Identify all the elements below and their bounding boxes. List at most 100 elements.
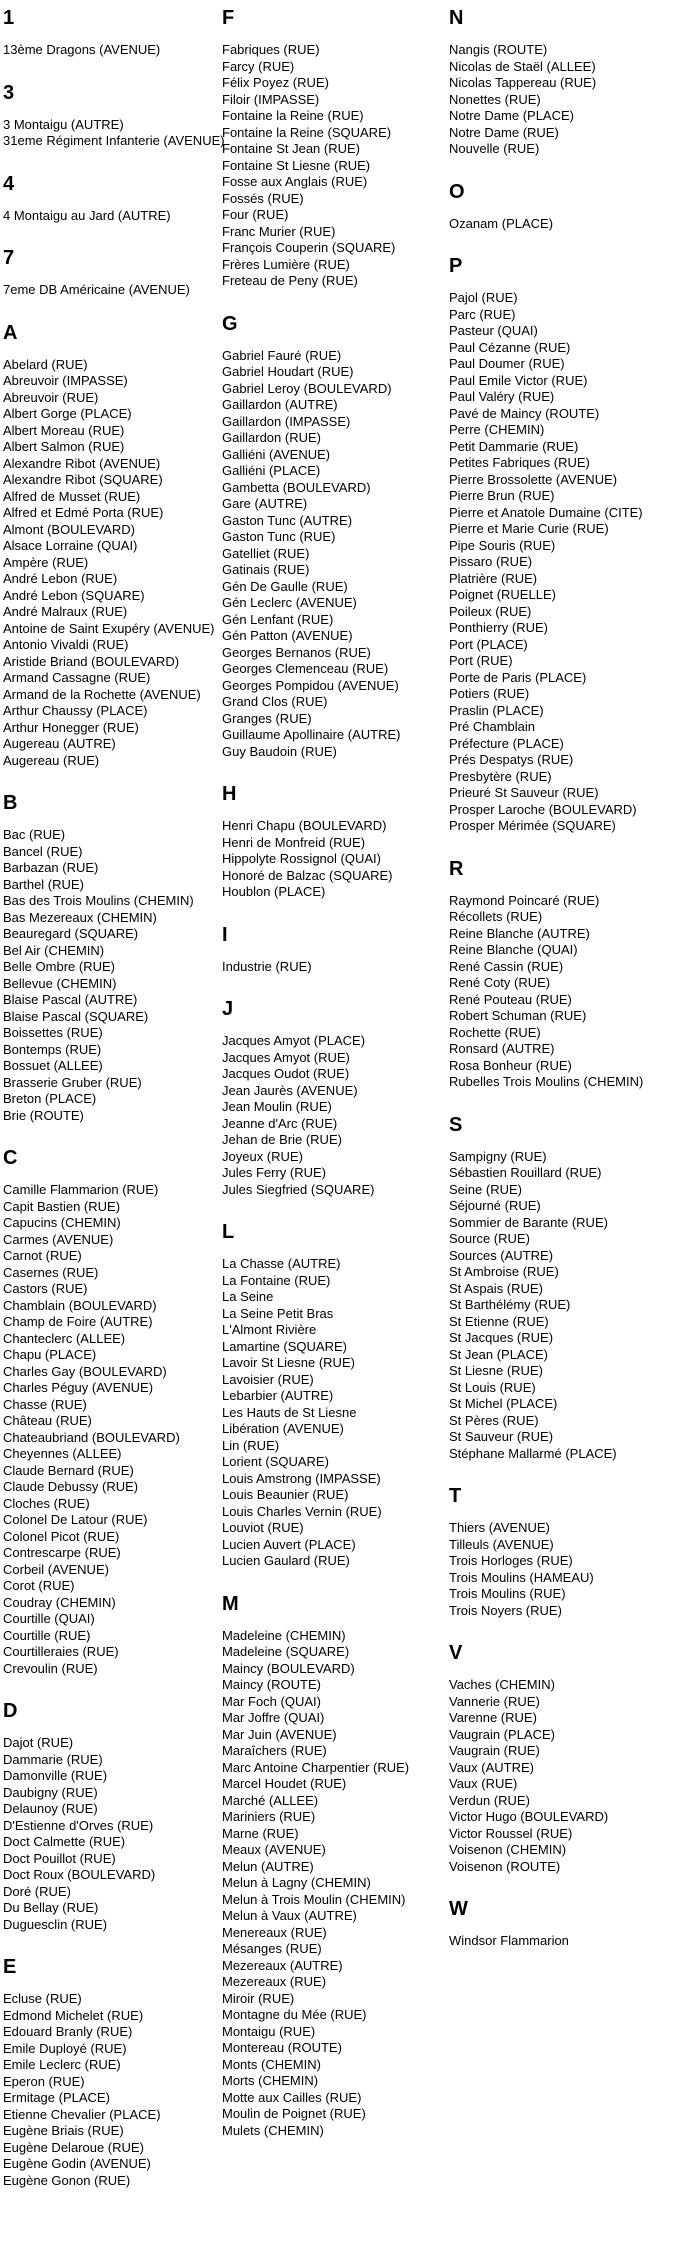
street-entry: Gaillardon (AUTRE) <box>222 397 338 412</box>
street-entry: Rosa Bonheur (RUE) <box>449 1057 572 1073</box>
street-entry: Bac (RUE) <box>3 827 66 842</box>
entry-list: Gabriel Fauré (RUE) Gabriel Houdart (RUE… <box>222 348 409 761</box>
letter-section: L La Chasse (AUTRE) La Fontaine (RUE) La… <box>222 1222 409 1570</box>
street-entry: Nouvelle (RUE) <box>449 141 540 156</box>
street-entry: Champ de Foire (AUTRE) <box>3 1314 153 1329</box>
letter-heading: T <box>449 1485 462 1507</box>
street-entry: Maraîchers (RUE) <box>222 1743 327 1758</box>
street-entry: Prosper Laroche (BOULEVARD) <box>449 801 637 817</box>
street-entry: Pajol (RUE) <box>449 290 518 305</box>
street-entry: Abelard (RUE) <box>3 356 88 372</box>
street-entry: Sources (AUTRE) <box>449 1247 554 1263</box>
street-entry: Port (RUE) <box>449 653 513 668</box>
index-column-1: 1 13ème Dragons (AVENUE) 3 3 Montaigu (A… <box>3 0 225 2189</box>
street-entry: Verdun (RUE) <box>449 1792 530 1808</box>
street-entry: Mar Juin (AVENUE) <box>222 1726 337 1742</box>
street-entry: Grand Clos (RUE) <box>222 694 328 709</box>
street-entry: Augereau (RUE) <box>3 752 100 768</box>
street-entry: Tilleuls (AVENUE) <box>449 1536 554 1552</box>
street-entry: Trois Noyers (RUE) <box>449 1602 562 1618</box>
street-entry: Alexandre Ribot (AVENUE) <box>3 455 161 471</box>
letter-heading: 3 <box>3 81 15 104</box>
street-entry: Chasse (RUE) <box>3 1396 87 1412</box>
street-entry: Fabriques (RUE) <box>222 42 320 57</box>
street-entry: Séjourné (RUE) <box>449 1198 541 1213</box>
street-entry: Courtille (QUAI) <box>3 1611 95 1626</box>
street-entry: Houblon (PLACE) <box>222 884 326 899</box>
street-entry: Pierre et Anatole Dumaine (CITE) <box>449 504 643 520</box>
street-entry: Mariniers (RUE) <box>222 1809 316 1824</box>
street-entry: Casernes (RUE) <box>3 1264 99 1280</box>
street-entry: Voisenon (CHEMIN) <box>449 1842 567 1857</box>
letter-heading: V <box>449 1642 463 1664</box>
street-entry: Alexandre Ribot (SQUARE) <box>3 472 163 487</box>
street-entry: Claude Debussy (RUE) <box>3 1479 139 1494</box>
street-entry: Colonel Picot (RUE) <box>3 1528 120 1544</box>
street-entry: Lorient (SQUARE) <box>222 1454 329 1469</box>
street-entry: Raymond Poincaré (RUE) <box>449 892 600 908</box>
street-entry: Alsace Lorraine (QUAI) <box>3 538 138 553</box>
street-entry: Pissaro (RUE) <box>449 554 533 569</box>
street-entry: Ponthierry (RUE) <box>449 620 548 635</box>
street-entry: Mezereaux (AUTRE) <box>222 1957 343 1973</box>
street-entry: Presbytère (RUE) <box>449 768 552 784</box>
letter-section: M Madeleine (CHEMIN) Madeleine (SQUARE) … <box>222 1593 409 2140</box>
street-entry: Windsor Flammarion <box>449 1933 569 1948</box>
street-entry: Moulin de Poignet (RUE) <box>222 2106 366 2121</box>
street-entry: Petit Dammarie (RUE) <box>449 438 579 454</box>
street-entry: Arthur Chaussy (PLACE) <box>3 703 148 718</box>
street-entry: Seine (RUE) <box>449 1181 522 1197</box>
letter-heading: J <box>222 998 234 1020</box>
street-entry: Madeleine (CHEMIN) <box>222 1627 346 1643</box>
street-entry: Jacques Oudot (RUE) <box>222 1066 350 1081</box>
street-entry: Edmond Michelet (RUE) <box>3 2007 144 2023</box>
entry-list: Camille Flammarion (RUE) Capit Bastien (… <box>3 1182 225 1677</box>
street-entry: Récollets (RUE) <box>449 909 543 924</box>
letter-section: W Windsor Flammarion <box>449 1899 643 1950</box>
street-entry: Robert Schuman (RUE) <box>449 1008 587 1023</box>
street-entry: Château (RUE) <box>3 1413 92 1428</box>
street-entry: Alfred de Musset (RUE) <box>3 488 141 504</box>
street-entry: Gabriel Houdart (RUE) <box>222 364 354 379</box>
entry-list: Fabriques (RUE) Farcy (RUE) Félix Poyez … <box>222 42 409 290</box>
letter-heading: P <box>449 255 463 277</box>
letter-section: P Pajol (RUE) Parc (RUE) Pasteur (QUAI) … <box>449 256 643 835</box>
street-entry: St Etienne (RUE) <box>449 1313 549 1329</box>
street-entry: Bancel (RUE) <box>3 843 83 859</box>
street-entry: Jacques Amyot (PLACE) <box>222 1033 366 1048</box>
street-entry: Charles Gay (BOULEVARD) <box>3 1363 167 1379</box>
letter-heading: B <box>3 792 18 814</box>
street-entry: Carmes (AVENUE) <box>3 1231 114 1247</box>
street-entry: Fosse aux Anglais (RUE) <box>222 174 368 189</box>
street-entry: Fontaine la Reine (RUE) <box>222 108 364 123</box>
street-entry: Claude Bernard (RUE) <box>3 1462 134 1478</box>
street-entry: Montagne du Mée (RUE) <box>222 2007 367 2022</box>
street-entry: Les Hauts de St Liesne <box>222 1404 357 1420</box>
index-column-2: F Fabriques (RUE) Farcy (RUE) Félix Poye… <box>222 0 409 2139</box>
street-entry: Guillaume Apollinaire (AUTRE) <box>222 727 401 742</box>
street-entry: Vaches (CHEMIN) <box>449 1677 555 1692</box>
street-entry: Menereaux (RUE) <box>222 1924 327 1940</box>
street-entry: Georges Bernanos (RUE) <box>222 644 371 660</box>
street-entry: Du Bellay (RUE) <box>3 1900 99 1915</box>
street-entry: Bas Mezereaux (CHEMIN) <box>3 909 157 925</box>
street-entry: Dammarie (RUE) <box>3 1751 103 1767</box>
street-entry: René Cassin (RUE) <box>449 958 564 974</box>
street-entry: Bossuet (ALLEE) <box>3 1058 103 1073</box>
street-entry: Marne (RUE) <box>222 1825 299 1841</box>
street-entry: Jean Moulin (RUE) <box>222 1099 332 1114</box>
entry-list: Sampigny (RUE) Sébastien Rouillard (RUE)… <box>449 1149 643 1463</box>
entry-list: Dajot (RUE) Dammarie (RUE) Damonville (R… <box>3 1735 225 1933</box>
street-entry: Armand Cassagne (RUE) <box>3 670 151 685</box>
street-entry: Vaux (AUTRE) <box>449 1759 534 1775</box>
letter-section: G Gabriel Fauré (RUE) Gabriel Houdart (R… <box>222 313 409 761</box>
street-entry: Coudray (CHEMIN) <box>3 1594 116 1610</box>
street-entry: Prosper Mérimée (SQUARE) <box>449 818 616 833</box>
letter-heading: A <box>3 321 18 344</box>
street-entry: Varenne (RUE) <box>449 1710 537 1725</box>
street-entry: Doré (RUE) <box>3 1883 71 1899</box>
street-entry: Jacques Amyot (RUE) <box>222 1049 350 1065</box>
street-entry: Eugène Godin (AVENUE) <box>3 2156 151 2171</box>
street-entry: Cheyennes (ALLEE) <box>3 1446 122 1461</box>
street-entry: Praslin (PLACE) <box>449 702 544 718</box>
